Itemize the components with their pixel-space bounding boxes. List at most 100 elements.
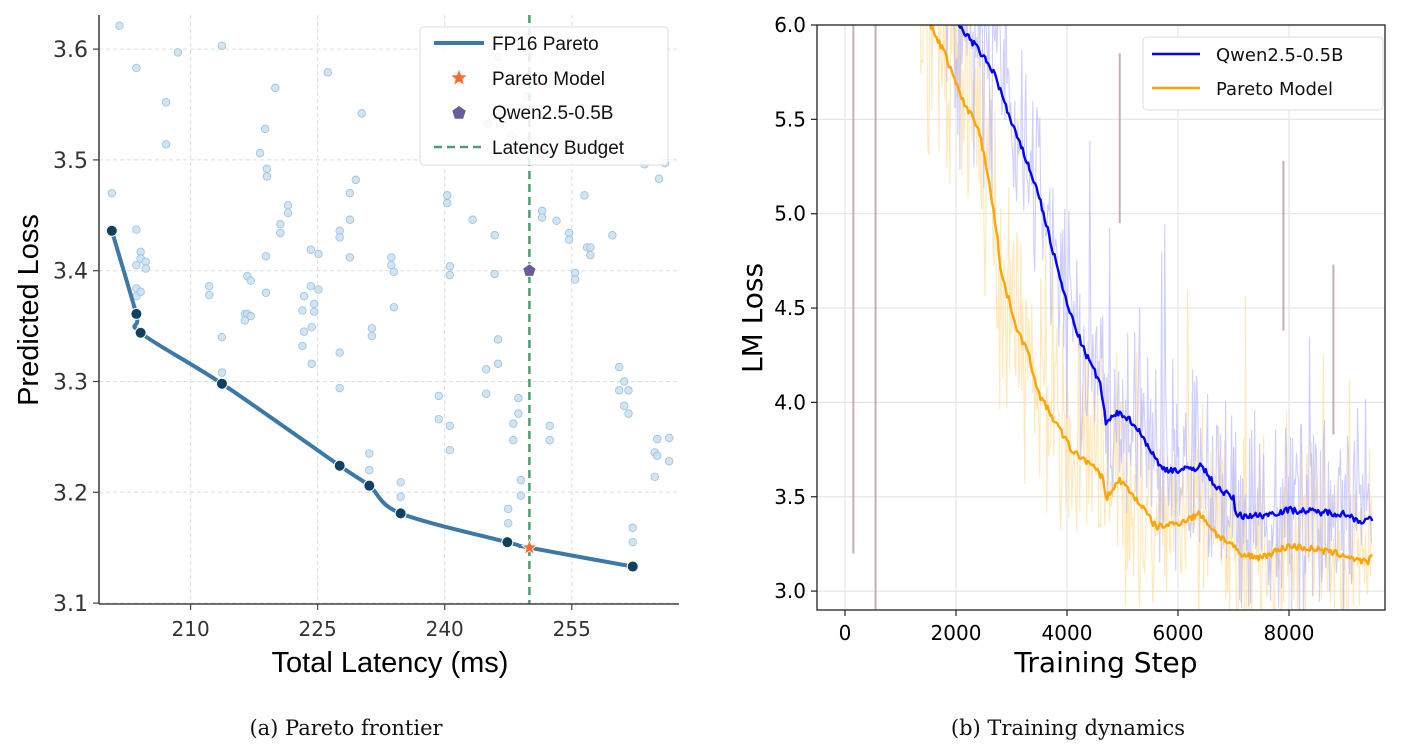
candidate-point: [310, 307, 319, 316]
qwen-pentagon: [522, 263, 537, 277]
pareto-dot: [215, 377, 228, 390]
smoothed-loss-lines: [928, 25, 1374, 566]
x-axis-label-left: Total Latency (ms): [272, 647, 509, 679]
candidate-point: [509, 436, 518, 445]
pareto-model-star: [520, 538, 539, 556]
candidate-point: [136, 287, 145, 296]
candidate-point: [445, 421, 454, 431]
candidate-point: [115, 21, 124, 31]
candidate-point: [552, 216, 561, 226]
candidate-point: [545, 436, 554, 445]
candidate-point: [628, 523, 637, 532]
candidate-point: [335, 348, 344, 357]
candidate-point: [367, 331, 377, 341]
candidate-point: [351, 175, 360, 185]
candidate-point: [514, 409, 523, 418]
candidate-point: [504, 519, 513, 528]
caption-a: (a) Pareto frontier: [249, 716, 443, 740]
candidate-point: [262, 164, 272, 173]
candidate-point: [514, 393, 523, 403]
candidate-point: [628, 537, 637, 547]
candidate-point: [482, 365, 491, 374]
candidate-point: [664, 433, 674, 443]
candidate-point: [345, 215, 355, 224]
pareto-dots: [105, 224, 639, 573]
candidate-point: [262, 172, 272, 181]
candidate-point: [490, 231, 499, 240]
x-tick-label: 6000: [1153, 621, 1204, 645]
candidate-point: [434, 414, 443, 424]
ticks-right: 0 2000 4000 6000 8000 3.0 3.5 4.0 4.5 5.0 5.5 6.0: [774, 13, 1314, 645]
ticks-left: 210 225 240 255 3.1 3.2 3.3 3.4 3.5 3.6: [53, 38, 591, 641]
candidate-point: [271, 83, 280, 93]
candidate-point: [504, 504, 513, 514]
candidate-point: [261, 252, 271, 261]
y-tick-label: 3.5: [774, 485, 806, 509]
candidate-point: [261, 288, 271, 298]
plot-frame-right: [816, 24, 1386, 611]
legend-star-icon: [451, 70, 467, 85]
legend-label: Qwen2.5-0.5B: [1216, 45, 1343, 66]
candidate-point: [310, 299, 319, 309]
candidate-point: [664, 457, 674, 466]
legend-pentagon-icon: [452, 106, 466, 119]
candidate-point: [624, 386, 633, 395]
candidate-point: [205, 290, 214, 300]
pareto-dot: [501, 536, 514, 549]
candidate-point: [445, 262, 454, 271]
candidate-point: [365, 449, 374, 458]
candidate-point: [516, 491, 526, 500]
candidate-point: [389, 267, 399, 277]
pareto-chart: 210 225 240 255 3.1 3.2 3.3 3.4 3.5 3.6 Total Lat…: [13, 15, 679, 679]
candidate-point: [443, 191, 452, 200]
candidate-point: [107, 188, 117, 198]
candidate-point: [565, 235, 574, 244]
candidate-point: [537, 213, 547, 222]
candidate-point: [387, 253, 396, 262]
x-tick-label: 4000: [1042, 621, 1093, 645]
x-tick-label: 2000: [931, 621, 982, 645]
candidate-point: [299, 291, 309, 301]
candidate-point: [620, 401, 629, 411]
candidate-points: [107, 21, 674, 547]
candidate-point: [306, 282, 316, 291]
candidate-point: [217, 41, 227, 50]
candidate-point: [283, 208, 293, 218]
pareto-dot: [394, 507, 407, 520]
y-tick-label: 3.1: [53, 592, 88, 617]
y-axis-label-left: Predicted Loss: [13, 214, 45, 406]
candidate-point: [205, 282, 214, 291]
candidate-point: [445, 270, 454, 280]
y-tick-label: 3.6: [53, 38, 88, 63]
y-tick-label: 5.5: [774, 107, 806, 131]
pareto-dot: [626, 560, 639, 573]
candidate-point: [335, 233, 344, 242]
legend-label: FP16 Pareto: [492, 34, 599, 55]
candidate-point: [298, 306, 307, 315]
candidate-point: [396, 478, 405, 487]
candidate-point: [482, 389, 491, 398]
candidate-point: [653, 451, 662, 460]
candidate-point: [586, 250, 595, 260]
y-tick-label: 5.0: [774, 202, 806, 226]
candidate-point: [307, 359, 316, 368]
candidate-point: [345, 188, 355, 198]
candidate-point: [307, 323, 316, 332]
candidate-point: [367, 324, 377, 333]
candidate-point: [345, 253, 355, 262]
candidate-point: [161, 98, 171, 107]
candidate-point: [490, 269, 499, 279]
y-tick-label: 3.0: [774, 579, 806, 603]
candidate-point: [255, 149, 265, 158]
candidate-point: [246, 276, 255, 285]
candidate-point: [161, 140, 171, 149]
candidate-point: [389, 303, 399, 312]
candidate-point: [516, 475, 526, 485]
candidate-point: [246, 311, 255, 321]
candidate-point: [314, 249, 323, 259]
qwen-smoothed-line: [957, 25, 1374, 525]
x-tick-label: 210: [172, 617, 210, 641]
x-tick-label: 255: [553, 617, 591, 641]
pareto-dot: [363, 479, 376, 492]
candidate-point: [650, 472, 659, 481]
